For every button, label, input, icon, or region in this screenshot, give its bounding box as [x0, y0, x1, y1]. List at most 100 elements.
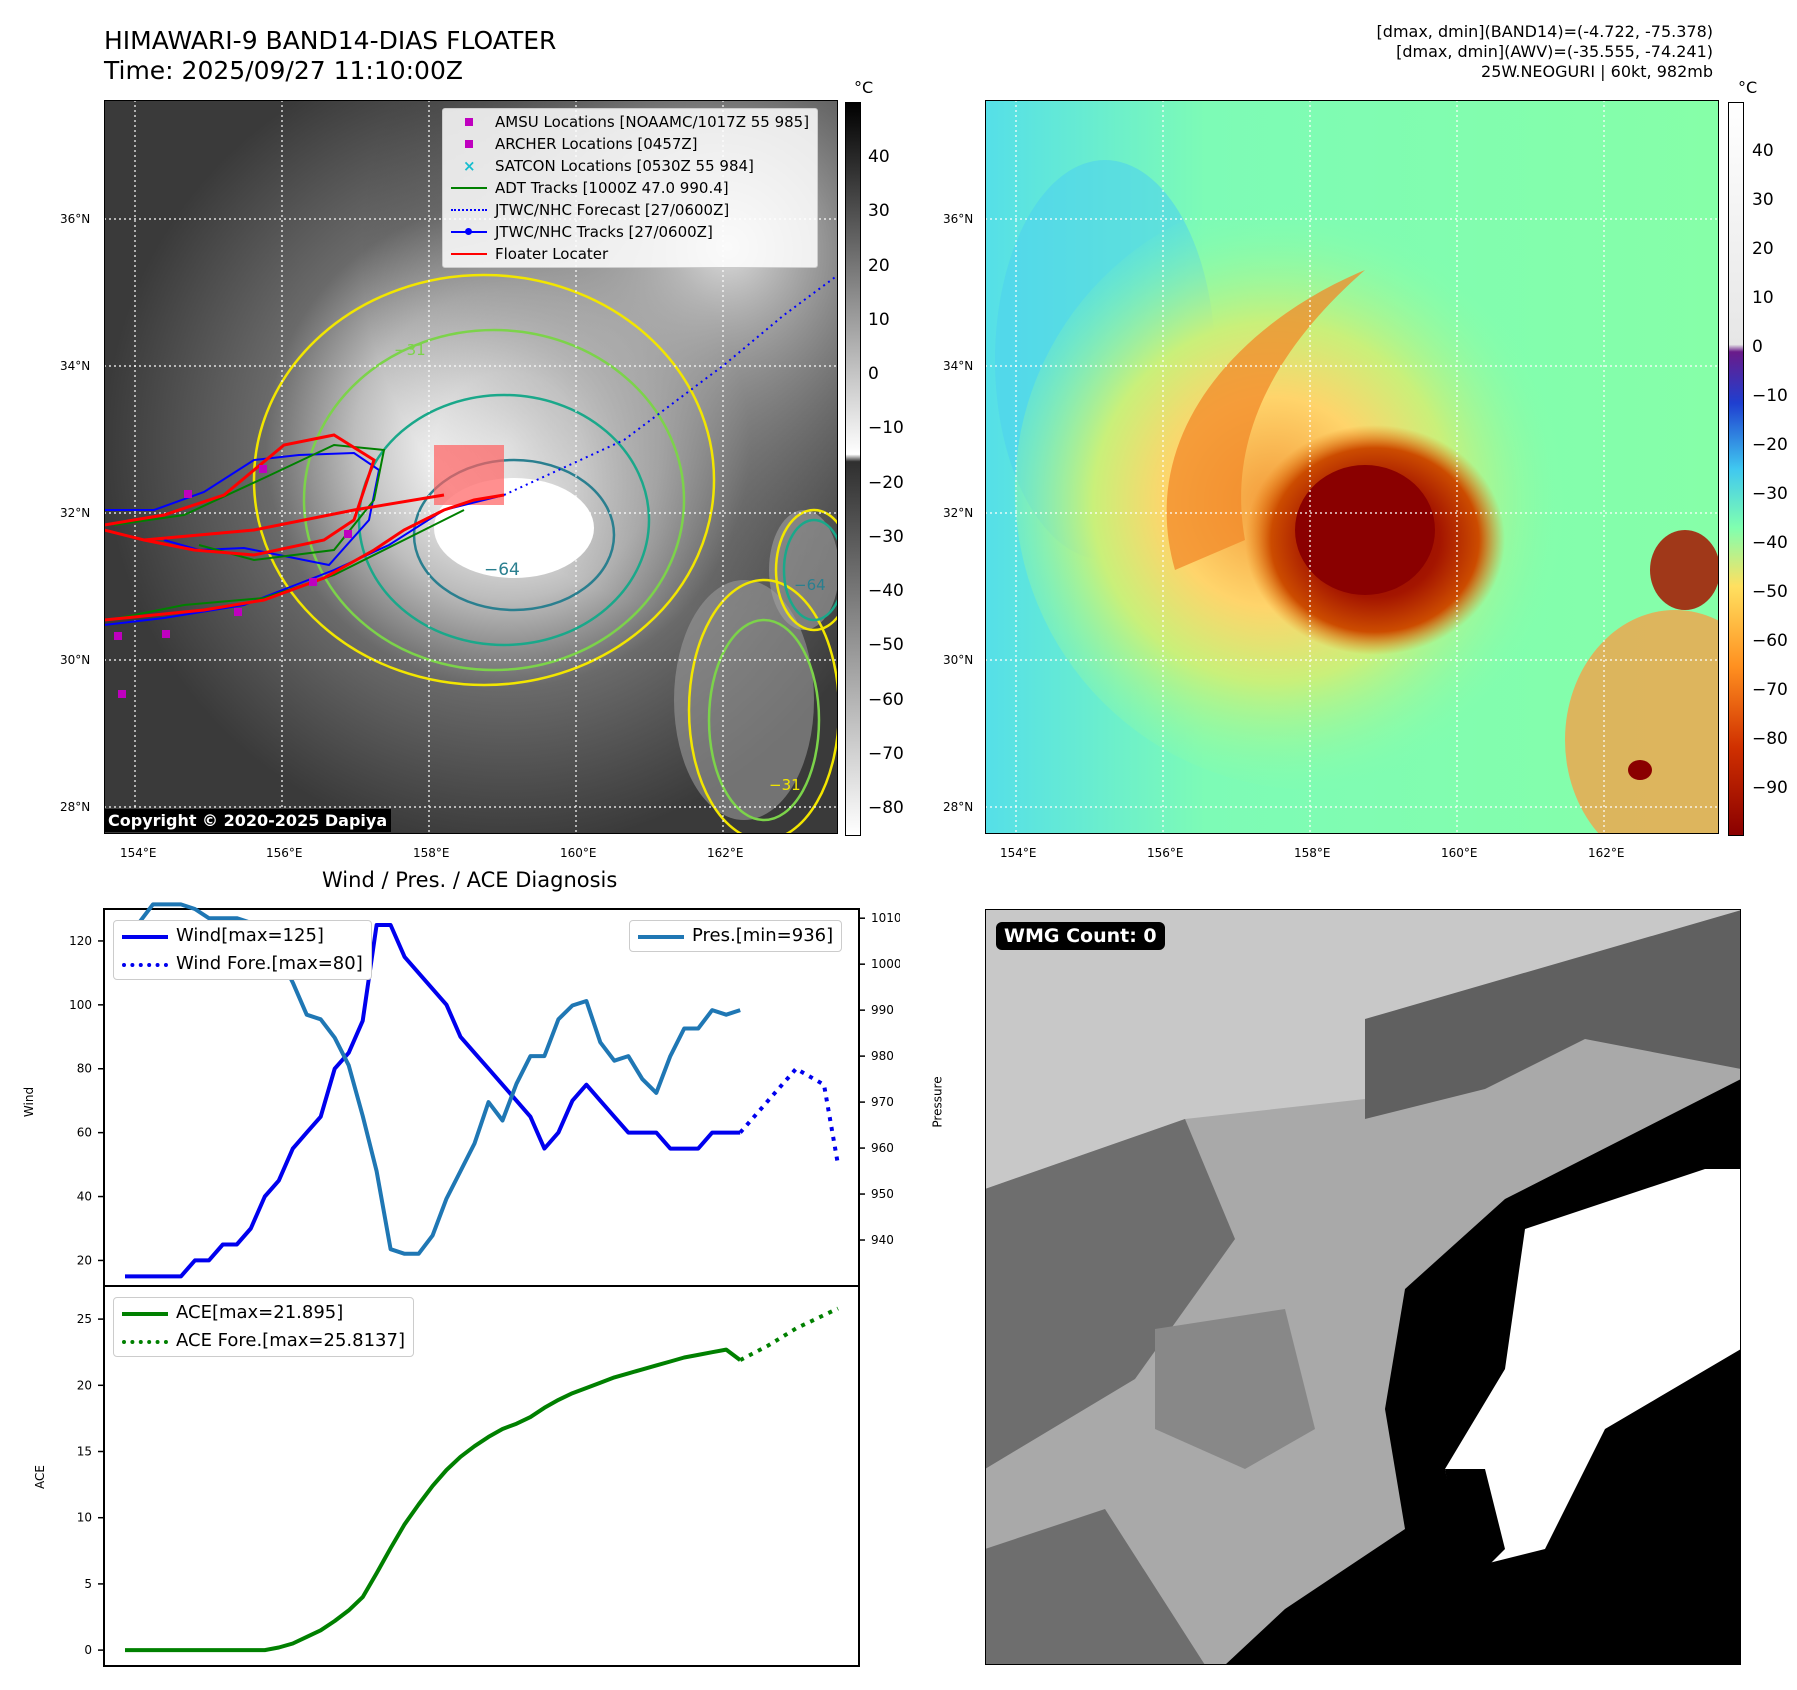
wmg-region-mid [1155, 1309, 1315, 1469]
awv-cb-tick-m40: −40 [1752, 533, 1788, 553]
color-ir-map-panel [985, 100, 1719, 834]
contour-e-yellow [774, 508, 838, 632]
wind-ytick-label: 60 [77, 1126, 92, 1140]
jtwc-track-north [104, 451, 381, 567]
ace-series-line-1 [739, 1306, 839, 1362]
ir-colorbar [845, 102, 861, 836]
legend-label-jtwc-forecast: JTWC/NHC Forecast [27/0600Z] [495, 201, 730, 219]
floater-track-north [104, 433, 376, 557]
lon-tick-160-left: 160°E [560, 846, 597, 860]
ir-cb-tick-m40: −40 [868, 581, 904, 601]
square-marker-icon [451, 137, 487, 151]
wind-ytick-label: 40 [77, 1190, 92, 1204]
lat-tick-30-left: 30°N [60, 653, 91, 667]
diagnosis-chart: 2040608010012094095096097098099010001010… [69, 902, 900, 1667]
e-cell [1650, 530, 1719, 610]
storm-info: [dmax, dmin](BAND14)=(-4.722, -75.378) [… [1377, 22, 1713, 82]
wmg-region-dark-top [1365, 910, 1741, 1119]
legend-item-jtwc-forecast: JTWC/NHC Forecast [27/0600Z] [451, 199, 809, 221]
awv-cb-tick-m90: −90 [1752, 778, 1788, 798]
copyright-badge: Copyright © 2020-2025 Dapiya [104, 809, 392, 832]
contour-green [302, 328, 686, 672]
ace-ytick-label: 5 [84, 1577, 92, 1591]
contour-se-green [707, 618, 821, 822]
pressure-ytick-label: 990 [871, 1003, 894, 1017]
awv-cb-tick-40: 40 [1752, 141, 1774, 161]
spiral-band-arm [1166, 270, 1365, 570]
color-map-grid [985, 100, 1719, 834]
series-line-1 [738, 1066, 840, 1165]
legend-label-satcon: SATCON Locations [0530Z 55 984] [495, 157, 754, 175]
awv-cb-tick-0: 0 [1752, 337, 1763, 357]
dmax-dmin-band14: [dmax, dmin](BAND14)=(-4.722, -75.378) [1376, 22, 1713, 41]
lat-tick-34-left: 34°N [60, 359, 91, 373]
contour-se-yellow [687, 578, 838, 834]
wind-ytick-label: 80 [77, 1062, 92, 1076]
awv-cb-tick-m70: −70 [1752, 680, 1788, 700]
pressure-ytick-label: 970 [871, 1095, 894, 1109]
ace-series-line-0 [125, 1347, 742, 1653]
awv-cb-tick-m50: −50 [1752, 582, 1788, 602]
lat-tick-28-right: 28°N [943, 800, 974, 814]
solid-line-icon [122, 929, 168, 943]
floater-track-south [104, 493, 505, 622]
lon-tick-158-left: 158°E [413, 846, 450, 860]
ir-cb-tick-m70: −70 [868, 744, 904, 764]
awv-cb-tick-30: 30 [1752, 190, 1774, 210]
wind-ytick-label: 100 [69, 998, 92, 1012]
contour-label-4: −31 [769, 776, 801, 794]
legend-item-jtwc-tracks: JTWC/NHC Tracks [27/0600Z] [451, 221, 809, 243]
dotted-line-icon [122, 957, 168, 971]
wmg-region-white [1445, 1169, 1741, 1569]
series-line-0 [125, 923, 741, 1279]
ace-ytick-label: 25 [77, 1312, 92, 1326]
legend-label-jtwc-tracks: JTWC/NHC Tracks [27/0600Z] [495, 223, 713, 241]
pressure-ytick-label: 960 [871, 1141, 894, 1155]
awv-cb-tick-m80: −80 [1752, 729, 1788, 749]
lon-tick-156-right: 156°E [1147, 846, 1184, 860]
figure-title-line1: HIMAWARI-9 BAND14-DIAS FLOATER [104, 26, 557, 55]
legend-label-amsu: AMSU Locations [NOAAMC/1017Z 55 985] [495, 113, 810, 131]
pressure-ytick-label: 940 [871, 1233, 894, 1247]
wmg-region-black-2 [1445, 1469, 1505, 1589]
ir-cb-tick-m10: −10 [868, 418, 904, 438]
ir-cb-tick-m30: −30 [868, 527, 904, 547]
storm-summary: 25W.NEOGURI | 60kt, 982mb [1481, 62, 1713, 81]
legend-label-ace: ACE[max=21.895] [176, 1302, 344, 1323]
solid-line-icon [638, 929, 684, 943]
figure-title: HIMAWARI-9 BAND14-DIAS FLOATER Time: 202… [104, 26, 556, 86]
lon-tick-162-right: 162°E [1588, 846, 1625, 860]
ir-cb-tick-40: 40 [868, 147, 890, 167]
ace-ytick-label: 15 [77, 1445, 92, 1459]
ace-axis-label: ACE [32, 1465, 47, 1489]
legend-item-floater: Floater Locater [451, 243, 809, 265]
legend-label-ace-forecast: ACE Fore.[max=25.8137] [176, 1330, 405, 1351]
legend-ace-forecast: ACE Fore.[max=25.8137] [122, 1327, 405, 1355]
series-line-2 [125, 902, 741, 1256]
awv-cb-tick-m60: −60 [1752, 631, 1788, 651]
ir-cb-tick-m80: −80 [868, 798, 904, 818]
solid-line-icon [451, 181, 487, 195]
pressure-ytick-label: 1000 [871, 957, 900, 971]
legend-ace: ACE[max=21.895] [122, 1299, 405, 1327]
awv-cb-tick-m10: −10 [1752, 386, 1788, 406]
adt-track-north [113, 443, 386, 562]
pressure-legend: Pres.[min=936] [629, 920, 843, 952]
legend-item-amsu: AMSU Locations [NOAAMC/1017Z 55 985] [451, 111, 809, 133]
legend-item-archer: ARCHER Locations [0457Z] [451, 133, 809, 155]
solid-line-icon [451, 247, 487, 261]
ir-cb-tick-10: 10 [868, 310, 890, 330]
awv-cb-tick-10: 10 [1752, 288, 1774, 308]
lon-tick-156-left: 156°E [266, 846, 303, 860]
ir-cb-tick-0: 0 [868, 364, 879, 384]
floater-track-mid [143, 493, 445, 542]
se-cell [1628, 760, 1652, 780]
legend-label-adt: ADT Tracks [1000Z 47.0 990.4] [495, 179, 729, 197]
awv-cb-tick-20: 20 [1752, 239, 1774, 259]
ace-plot: 0 5 10 15 20 25 [77, 1285, 860, 1667]
southeast-cloud [674, 580, 814, 820]
legend-item-satcon: × SATCON Locations [0530Z 55 984] [451, 155, 809, 177]
lon-tick-158-right: 158°E [1294, 846, 1331, 860]
square-marker-icon [451, 115, 487, 129]
legend-wind-forecast: Wind Fore.[max=80] [122, 950, 363, 978]
